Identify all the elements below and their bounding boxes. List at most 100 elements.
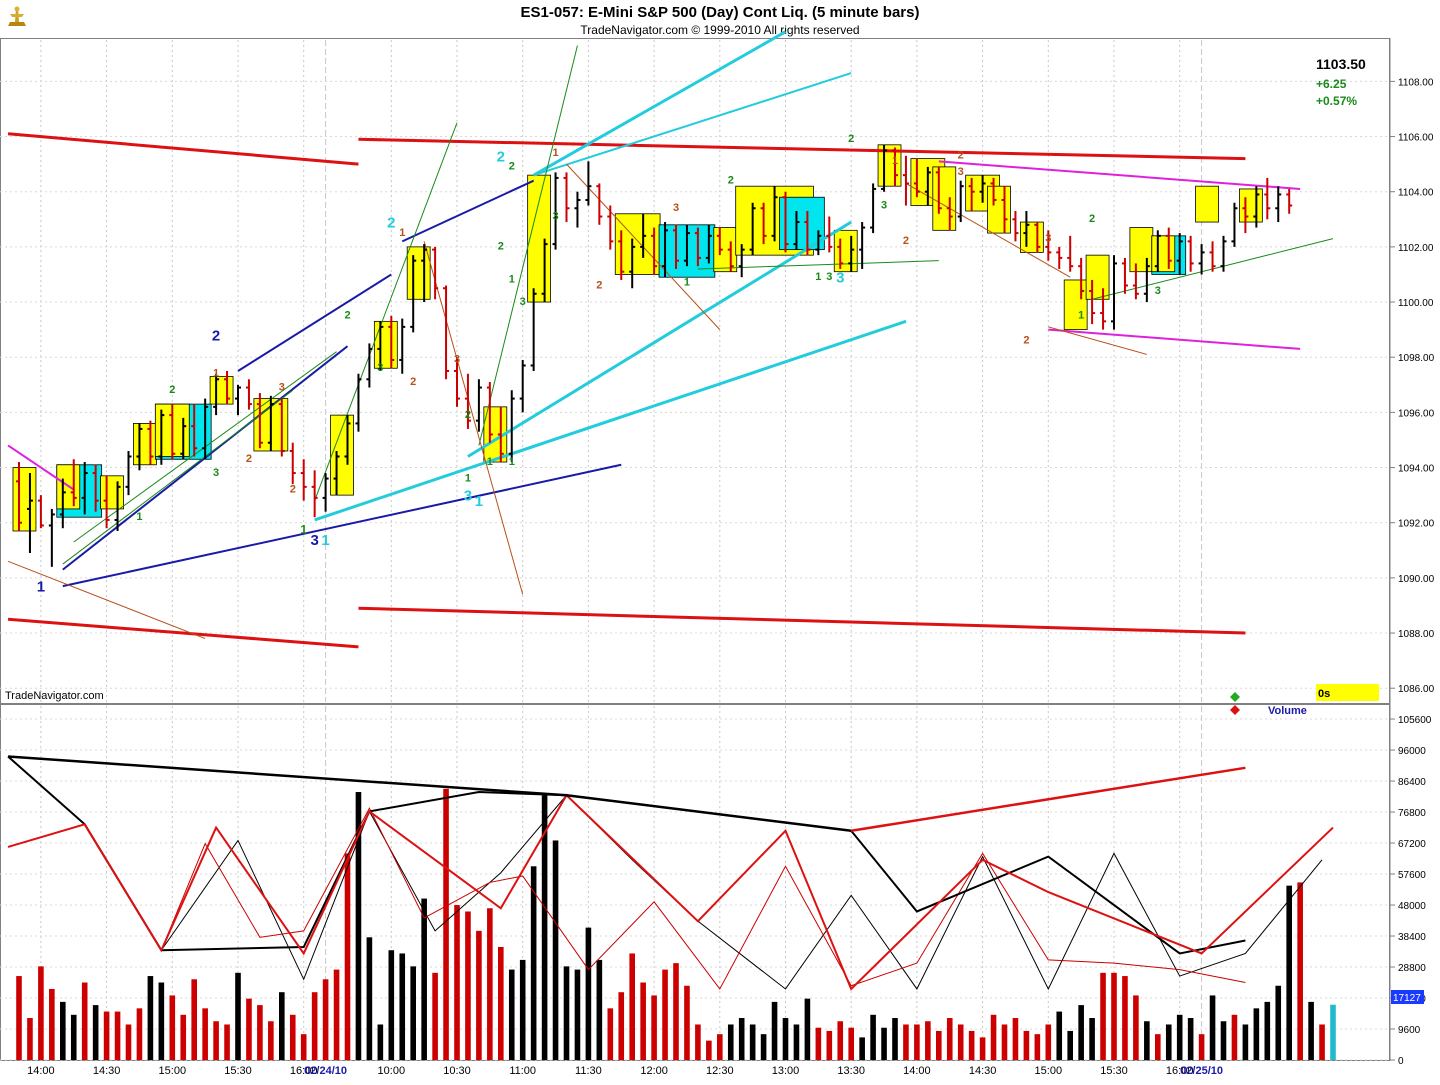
volume-bar <box>804 998 811 1060</box>
trendline <box>423 241 524 595</box>
pivot-label: 1 <box>399 227 405 239</box>
volume-tick-label: 28800 <box>1398 963 1426 974</box>
pivot-label: 3 <box>552 210 558 222</box>
volume-bar <box>881 1027 887 1060</box>
volume-tick-label: 48000 <box>1398 901 1426 912</box>
price-tick-label: 1106.00 <box>1398 133 1434 144</box>
trendline <box>314 122 458 501</box>
trendline <box>358 606 1246 635</box>
trendline <box>1048 326 1147 355</box>
trendline <box>697 260 939 270</box>
trendline <box>358 137 1246 161</box>
volume-bar <box>16 976 22 1060</box>
countdown-text: 0s <box>1318 688 1330 700</box>
pivot-label: 1 <box>487 456 493 468</box>
price-tick-label: 1086.00 <box>1398 684 1435 695</box>
volume-bar <box>1155 1034 1161 1060</box>
yellow-box <box>209 376 234 405</box>
volume-bar <box>60 1001 66 1060</box>
volume-bar <box>1023 1030 1030 1060</box>
volume-bar <box>749 1024 756 1060</box>
volume-bar <box>38 966 44 1060</box>
volume-bar <box>1253 1008 1260 1060</box>
volume-bar <box>235 972 241 1060</box>
volume-bar <box>487 908 493 1060</box>
volume-bar <box>1001 1024 1008 1060</box>
volume-bar <box>1198 1034 1205 1060</box>
volume-bar <box>1122 976 1128 1060</box>
volume-bar <box>1078 1005 1084 1060</box>
volume-bar <box>815 1027 822 1060</box>
x-tick-label: 02/24/10 <box>304 1065 347 1077</box>
volume-bar <box>257 1005 263 1060</box>
pivot-label: 1 <box>321 532 329 549</box>
volume-bar <box>760 1034 767 1060</box>
volume-bar <box>771 1001 778 1060</box>
x-tick-label: 15:30 <box>224 1065 252 1077</box>
volume-bar <box>585 927 592 1060</box>
yellow-box <box>1129 227 1154 273</box>
trendline <box>237 273 392 372</box>
volume-bar <box>213 1021 219 1060</box>
x-tick-label: 16:00 <box>290 1065 318 1077</box>
yellow-box <box>100 475 124 510</box>
volume-bar <box>70 1014 77 1060</box>
trendline <box>7 132 359 166</box>
volume-bar <box>1100 972 1106 1060</box>
pivot-label: 1 <box>136 511 142 523</box>
volume-bar <box>268 1021 274 1060</box>
trade-navigator-logo-icon[interactable] <box>4 4 30 30</box>
volume-bar <box>1165 1024 1172 1060</box>
volume-bar <box>158 982 165 1060</box>
last-price: 1103.50 <box>1316 56 1366 72</box>
volume-bar <box>1187 1018 1194 1060</box>
volume-bar <box>388 950 395 1060</box>
pivot-label: 2 <box>169 384 175 396</box>
pivot-label: 2 <box>596 279 602 291</box>
pivot-label: 2 <box>387 215 395 232</box>
volume-bar <box>990 1014 997 1060</box>
up-marker-icon[interactable] <box>1230 692 1240 702</box>
last-volume-text: 17127 <box>1393 993 1421 1004</box>
volume-trend-black <box>7 755 852 833</box>
pivot-label: 2 <box>290 483 296 495</box>
volume-bar <box>957 1024 964 1060</box>
trendline <box>314 319 907 522</box>
yellow-box <box>713 227 738 273</box>
volume-bar <box>607 1008 614 1060</box>
trendline <box>467 220 852 458</box>
pivot-label: 2 <box>212 328 220 345</box>
price-tick-label: 1092.00 <box>1398 519 1435 530</box>
volume-bar <box>498 946 504 1060</box>
volume-bar <box>979 1037 986 1060</box>
trendline <box>401 179 535 243</box>
pivot-label: 2 <box>497 148 505 165</box>
x-tick-label: 11:30 <box>575 1065 602 1077</box>
volume-bar <box>169 995 176 1060</box>
countdown-badge <box>1316 684 1379 701</box>
x-tick-label: 13:00 <box>772 1065 800 1077</box>
volume-bar <box>563 966 570 1060</box>
volume-bar <box>892 1018 898 1060</box>
down-marker-icon[interactable] <box>1230 705 1240 715</box>
yellow-box <box>1195 185 1219 223</box>
volume-bar <box>1220 1021 1227 1060</box>
pivot-label: 2 <box>958 150 964 162</box>
volume-bar <box>936 1030 942 1060</box>
pivot-label: 1 <box>213 368 219 380</box>
volume-bar <box>870 1014 876 1060</box>
price-tick-label: 1096.00 <box>1398 408 1435 419</box>
volume-bar <box>322 979 329 1060</box>
volume-lines <box>7 755 1334 991</box>
yellow-box <box>406 246 431 300</box>
volume-bar <box>1034 1034 1041 1060</box>
volume-bar <box>717 1034 723 1060</box>
x-tick-label: 10:30 <box>443 1065 471 1077</box>
price-tick-label: 1090.00 <box>1398 574 1435 585</box>
x-tick-label: 12:00 <box>640 1065 668 1077</box>
price-bars <box>16 144 1293 567</box>
yellow-box <box>1063 279 1088 331</box>
volume-bar <box>706 1040 712 1060</box>
pivot-label: 1 <box>300 523 307 537</box>
